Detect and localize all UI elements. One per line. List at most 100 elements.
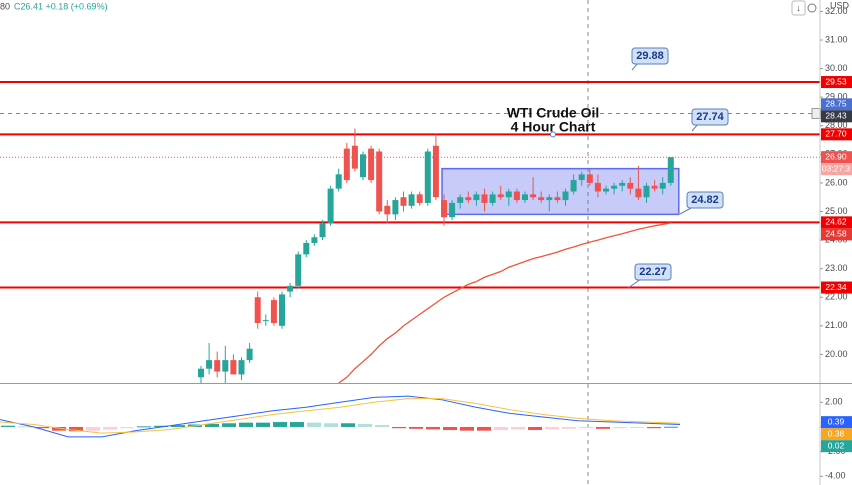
- callout-label: 29.88: [636, 50, 664, 62]
- price-badge-label: 27.70: [825, 129, 847, 139]
- histogram-bar: [137, 426, 151, 428]
- y-tick-label: 21.00: [825, 320, 848, 330]
- candle-body: [360, 154, 366, 178]
- candle-body: [619, 182, 626, 186]
- indicator-badge-label: 0.02: [828, 440, 845, 450]
- candle-body: [319, 222, 326, 238]
- anchor-point: [550, 131, 556, 138]
- candle-body: [473, 194, 480, 201]
- histogram-bar: [120, 426, 134, 429]
- histogram-bar: [647, 426, 661, 429]
- y-tick-label: 20.00: [825, 349, 848, 359]
- y-tick-label: 22.00: [825, 292, 848, 302]
- candle-body: [570, 180, 577, 192]
- candle-body: [586, 174, 593, 183]
- settings-icon[interactable]: [807, 3, 817, 13]
- callout-box: [631, 47, 669, 65]
- histogram-bar: [426, 426, 440, 430]
- candle-body: [578, 174, 585, 181]
- indicator-line: [0, 398, 681, 434]
- histogram-bar: [528, 426, 542, 431]
- candle-body: [667, 157, 674, 183]
- histogram-bar: [1, 425, 15, 427]
- candle-body: [554, 197, 561, 201]
- histogram-bar: [477, 426, 491, 431]
- candle-body: [449, 202, 456, 218]
- price-pane: [0, 0, 820, 383]
- histogram-bar: [86, 426, 100, 431]
- candle-body: [230, 360, 237, 375]
- candle-body: [392, 200, 399, 215]
- candle-body: [408, 194, 415, 206]
- currency: USD: [830, 0, 850, 10]
- candle-body: [457, 197, 464, 203]
- candle-body: [635, 188, 642, 198]
- histogram-bar: [511, 426, 525, 430]
- scroll-button[interactable]: [791, 0, 806, 16]
- histogram-bar: [664, 426, 678, 428]
- price-badge-label: 24.62: [825, 217, 847, 227]
- y-tick-label: 31.00: [825, 34, 848, 44]
- indicator-badge-label: 0.39: [828, 416, 845, 426]
- candle-body: [238, 360, 245, 375]
- candle-body: [368, 148, 375, 181]
- countdown-badge: [821, 163, 852, 176]
- histogram-bar: [290, 422, 304, 427]
- price-badge: [821, 281, 852, 294]
- candle-body: [416, 194, 423, 203]
- chart-title: WTI Crude Oil: [507, 105, 600, 121]
- price-badge: [821, 76, 852, 89]
- y-tick-label: 2.00: [825, 397, 843, 407]
- candle-body: [643, 185, 650, 198]
- candle-body: [246, 348, 253, 361]
- candle-body: [530, 194, 537, 198]
- candle-body: [335, 174, 342, 189]
- histogram-bar: [324, 423, 338, 427]
- candle-body: [659, 182, 666, 189]
- histogram-bar: [307, 422, 321, 427]
- candle-body: [546, 197, 553, 201]
- symbol-fragment: 80: [0, 1, 10, 11]
- y-tick-label: 25.00: [825, 206, 848, 216]
- candle-body: [603, 188, 609, 192]
- callout-box: [686, 191, 724, 209]
- price-badge-label: 22.34: [825, 282, 847, 292]
- histogram-bar: [205, 423, 219, 427]
- candle-body: [651, 185, 658, 189]
- histogram-bar: [562, 426, 576, 429]
- histogram-bar: [52, 426, 66, 431]
- candle-body: [198, 368, 204, 378]
- y-tick-label: 28.00: [825, 120, 848, 130]
- price-badge-label: 24.58: [825, 229, 847, 239]
- histogram-bar: [256, 422, 270, 427]
- candle-body: [376, 151, 383, 212]
- histogram-bar: [494, 426, 508, 431]
- candle-body: [222, 360, 229, 372]
- price-badge: [821, 110, 852, 123]
- candle-body: [424, 151, 431, 203]
- candle-body: [594, 182, 601, 192]
- callout-label: 27.74: [696, 111, 724, 123]
- histogram-bar: [154, 425, 168, 427]
- candle-body: [303, 242, 310, 255]
- chart-subtitle: 4 Hour Chart: [511, 119, 596, 135]
- histogram-bar: [35, 426, 49, 429]
- candle-body: [295, 254, 302, 286]
- indicator-badge: [821, 416, 852, 429]
- price-badge-label: 28.43: [825, 111, 847, 121]
- histogram-bar: [358, 423, 372, 427]
- candle-body: [465, 197, 472, 201]
- indicator-badge-label: 0.38: [828, 428, 845, 438]
- histogram-bar: [460, 426, 474, 431]
- histogram-bar: [273, 422, 287, 427]
- histogram-bar: [375, 425, 389, 427]
- histogram-bar: [222, 423, 236, 427]
- candle-body: [214, 360, 221, 372]
- callout-box: [634, 263, 672, 281]
- candle-body: [497, 194, 504, 198]
- price-badge: [821, 216, 852, 229]
- histogram-bar: [392, 426, 406, 429]
